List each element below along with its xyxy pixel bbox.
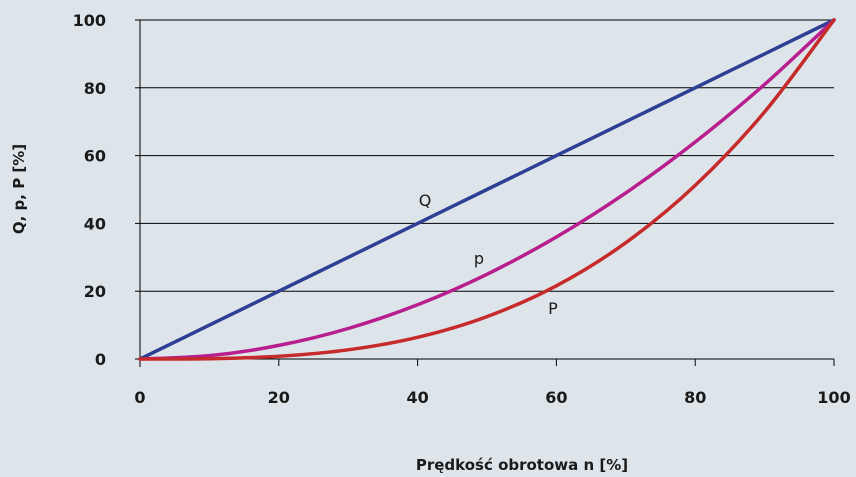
x-tick-labels: 0 20 40 60 80 100 — [134, 388, 850, 407]
x-tick-label-80: 80 — [684, 388, 706, 407]
series-label-Q: Q — [419, 191, 432, 210]
series-line-Q — [138, 18, 836, 361]
y-tick-label-60: 60 — [84, 147, 106, 166]
y-tick-labels: 0 20 40 60 80 100 — [73, 11, 106, 369]
series-line-P — [138, 18, 836, 361]
y-axis-title: Q, p, P [%] — [10, 144, 28, 234]
x-tick-label-40: 40 — [406, 388, 428, 407]
y-tick-label-0: 0 — [95, 350, 106, 369]
series-label-P: P — [548, 299, 558, 318]
y-tick-label-40: 40 — [84, 214, 106, 233]
y-tick-label-100: 100 — [73, 11, 106, 30]
x-tick-label-100: 100 — [817, 388, 850, 407]
axes — [135, 19, 835, 367]
series-label-p: p — [474, 249, 484, 268]
x-tick-label-60: 60 — [545, 388, 567, 407]
series-lines — [138, 18, 836, 361]
x-tick-label-0: 0 — [134, 388, 145, 407]
series-labels: Qp P — [419, 191, 558, 318]
y-tick-label-80: 80 — [84, 79, 106, 98]
series-line-p — [138, 18, 836, 361]
y-tick-label-20: 20 — [84, 282, 106, 301]
x-tick-label-20: 20 — [268, 388, 290, 407]
x-axis-title: Prędkość obrotowa n [%] — [416, 456, 628, 474]
